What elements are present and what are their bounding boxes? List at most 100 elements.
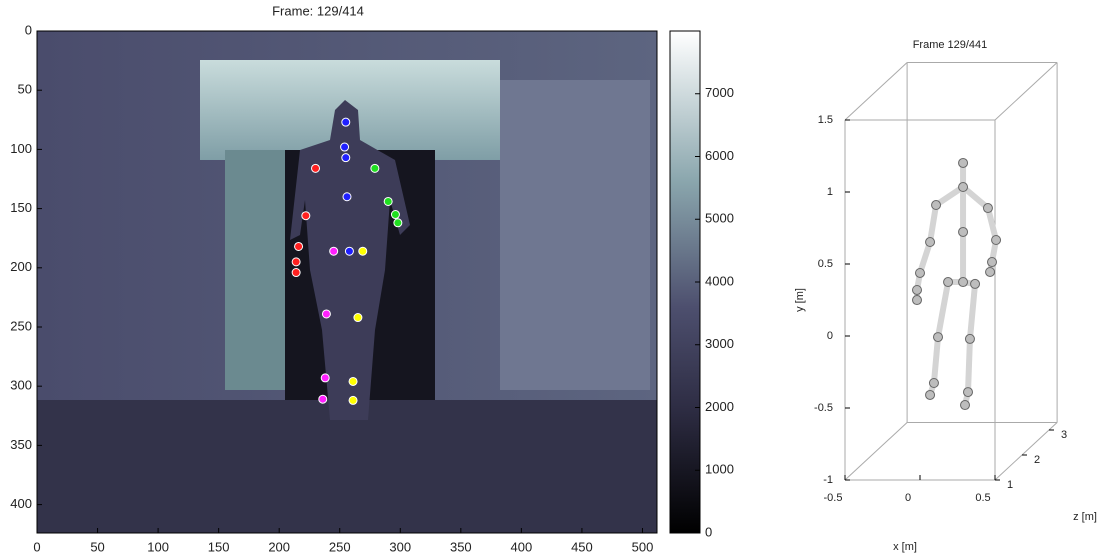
joint — [292, 258, 300, 266]
z-tick-label: 3 — [1061, 429, 1067, 441]
joint — [961, 401, 970, 410]
joint — [342, 118, 350, 126]
joint — [295, 242, 303, 250]
joint — [354, 314, 362, 322]
joint — [321, 374, 329, 382]
y-axis-label: y [m] — [794, 288, 806, 312]
bone — [930, 205, 936, 242]
joint — [913, 296, 922, 305]
chart-title: Frame: 129/414 — [272, 3, 364, 18]
y-tick-label: 400 — [10, 496, 32, 511]
chart-title: Frame 129/441 — [913, 39, 988, 51]
depth-image — [37, 31, 657, 533]
joint — [959, 158, 968, 167]
x-tick-label: 250 — [329, 539, 351, 554]
figure: Frame: 129/414 Frame 129/441 x [m] y [m]… — [0, 0, 1111, 557]
plot-3d: Frame 129/441 x [m] y [m] z [m] -0.5 0 0.5… — [794, 39, 1097, 553]
y-tick-label: 1 — [827, 186, 833, 198]
joint — [391, 211, 399, 219]
page: {"chart_data": [ {"type": "scatter", "ti… — [0, 0, 1111, 557]
y-tick-label: 150 — [10, 200, 32, 215]
joint — [312, 164, 320, 172]
x-tick-label: 0 — [905, 492, 911, 504]
colorbar-tick-label: 5000 — [705, 211, 734, 226]
x-tick-label: 100 — [147, 539, 169, 554]
box-edge — [845, 63, 907, 121]
x-tick-label: 450 — [571, 539, 593, 554]
joint — [965, 334, 974, 343]
box-edge — [995, 63, 1057, 121]
joint — [944, 278, 953, 287]
x-tick-label: 50 — [90, 539, 104, 554]
joint — [926, 390, 935, 399]
joint — [394, 219, 402, 227]
colorbar-tick-label: 2000 — [705, 399, 734, 414]
bone — [968, 339, 970, 392]
x-tick-label: 350 — [450, 539, 472, 554]
joint — [934, 333, 943, 342]
colorbar-tick-label: 0 — [705, 524, 712, 539]
joint — [986, 267, 995, 276]
joint — [916, 268, 925, 277]
bone — [934, 337, 938, 383]
joint — [345, 247, 353, 255]
joint — [343, 193, 351, 201]
bone — [938, 282, 948, 337]
joint — [349, 377, 357, 385]
joint — [359, 247, 367, 255]
y-tick-label: -0.5 — [814, 402, 833, 414]
joint — [302, 212, 310, 220]
z-tick-label: 1 — [1007, 479, 1013, 491]
x-tick-label: 0 — [33, 539, 40, 554]
x-axis-label: x [m] — [893, 541, 917, 553]
y-tick-label: 0.5 — [818, 258, 833, 270]
joint — [983, 204, 992, 213]
colorbar-tick-label: 1000 — [705, 462, 734, 477]
x-tick-label: 150 — [208, 539, 230, 554]
z-axis-label: z [m] — [1073, 511, 1097, 523]
y-tick-label: 350 — [10, 437, 32, 452]
joint — [341, 143, 349, 151]
joint — [964, 388, 973, 397]
joint — [959, 183, 968, 192]
y-tick-label: 0 — [827, 330, 833, 342]
y-tick-label: 250 — [10, 318, 32, 333]
box-edge — [995, 423, 1057, 481]
x-tick-label: 400 — [511, 539, 533, 554]
y-tick-label: 300 — [10, 378, 32, 393]
joint — [971, 279, 980, 288]
colorbar-tick-label: 3000 — [705, 336, 734, 351]
x-tick-label: 300 — [389, 539, 411, 554]
colorbar-tick-label: 6000 — [705, 148, 734, 163]
colorbar-tick-label: 7000 — [705, 85, 734, 100]
y-tick-label: 50 — [18, 82, 32, 97]
joint — [959, 278, 968, 287]
y-tick-label: 0 — [25, 22, 32, 37]
y-tick-label: 1.5 — [818, 114, 833, 126]
colorbar-tick-label: 4000 — [705, 273, 734, 288]
x-tick-label: -0.5 — [824, 492, 843, 504]
joint — [342, 154, 350, 162]
joint — [330, 247, 338, 255]
joint — [992, 236, 1001, 245]
x-tick-label: 500 — [632, 539, 654, 554]
joint — [932, 201, 941, 210]
y-tick-label: 200 — [10, 259, 32, 274]
joint — [349, 396, 357, 404]
y-tick-label: 100 — [10, 141, 32, 156]
joint — [988, 258, 997, 267]
joint — [926, 238, 935, 247]
joint — [959, 227, 968, 236]
x-tick-label: 0.5 — [975, 492, 990, 504]
x-tick-label: 200 — [268, 539, 290, 554]
y-tick-label: -1 — [823, 474, 833, 486]
z-tick-label: 2 — [1034, 454, 1040, 466]
joint — [319, 395, 327, 403]
joint — [292, 269, 300, 277]
joint — [929, 379, 938, 388]
joint — [913, 285, 922, 294]
joint — [384, 197, 392, 205]
joint — [322, 310, 330, 318]
joint — [371, 164, 379, 172]
box-edge — [845, 423, 907, 481]
